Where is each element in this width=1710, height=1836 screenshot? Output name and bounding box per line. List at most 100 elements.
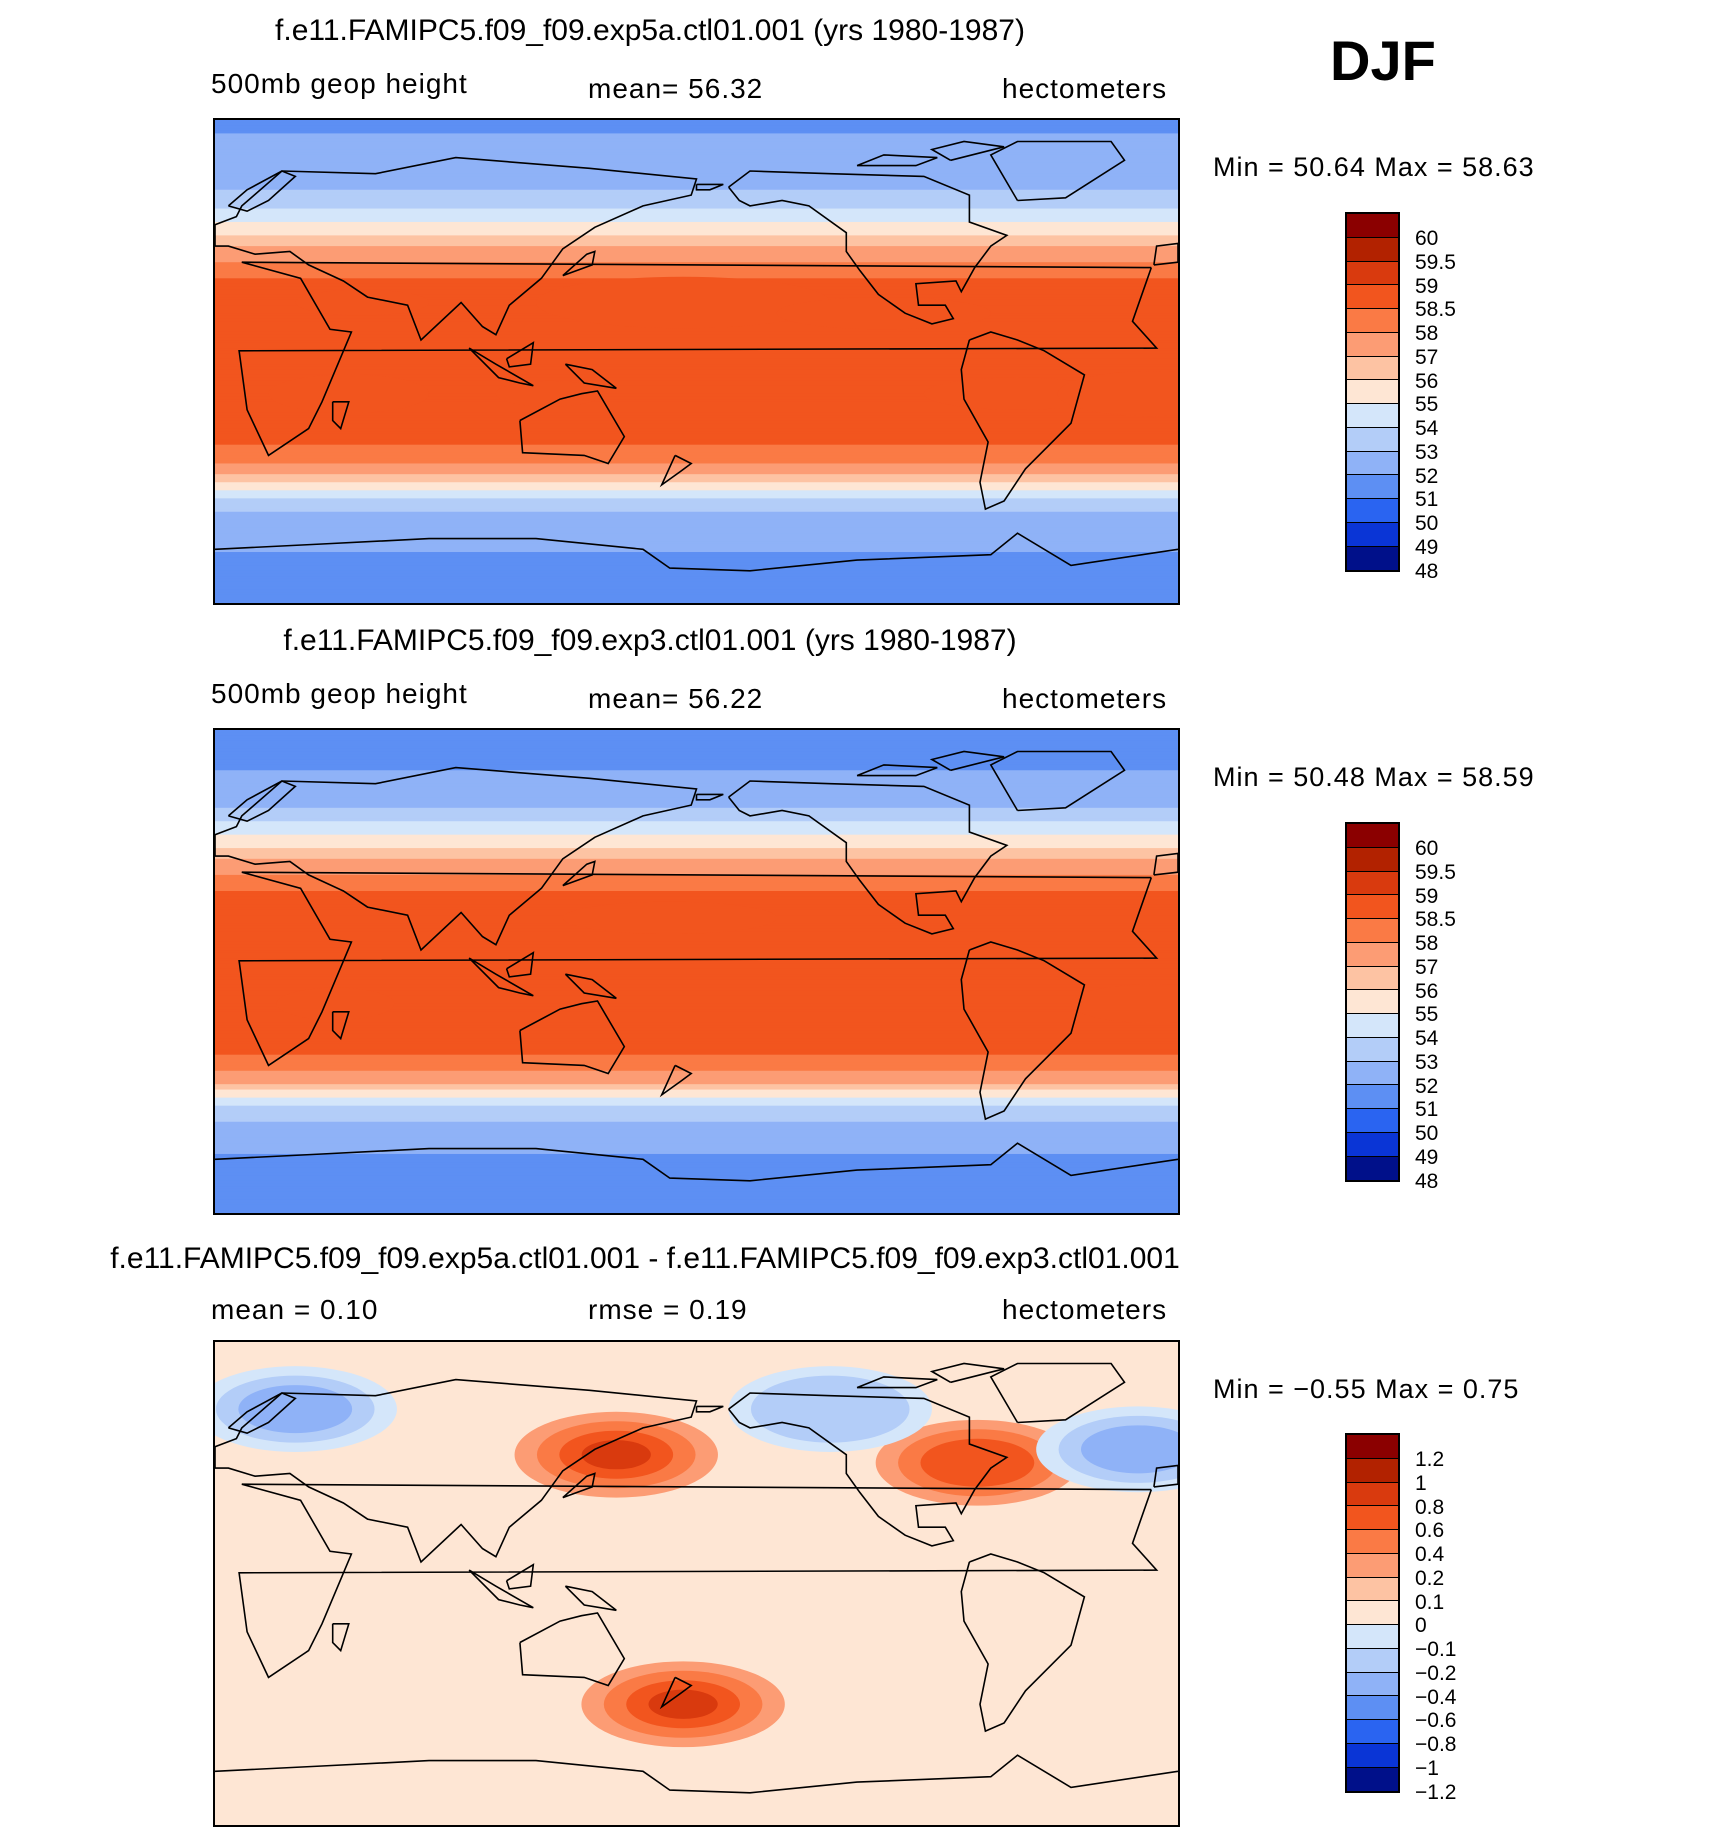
band-lat-63 xyxy=(215,802,1178,806)
band-lat-57 xyxy=(215,818,1178,822)
band-lat--64 xyxy=(215,533,1178,537)
coastline-4 xyxy=(227,780,297,823)
coastline-10 xyxy=(564,1585,617,1612)
band-lat-59 xyxy=(215,813,1178,817)
band-lat-53 xyxy=(215,829,1178,833)
colorbar-tick-label: 60 xyxy=(1415,227,1439,250)
band-lat-47 xyxy=(215,845,1178,849)
band-lat--44 xyxy=(215,1089,1178,1093)
band-lat-83 xyxy=(215,138,1178,143)
colorbar-swatch xyxy=(1347,285,1398,309)
coastline-group xyxy=(215,140,1178,572)
coastline-9 xyxy=(505,1563,535,1590)
band-lat--76 xyxy=(215,565,1178,569)
band-lat--69 xyxy=(215,546,1178,550)
band-lat-40 xyxy=(215,864,1178,868)
band-lat--39 xyxy=(215,1076,1178,1080)
band-lat--47 xyxy=(215,1097,1178,1101)
band-lat--44 xyxy=(215,479,1178,483)
band-lat--8 xyxy=(215,382,1178,387)
coastline-7 xyxy=(562,250,596,277)
band-lat-46 xyxy=(215,848,1178,852)
colorbar-tick-label: −0.8 xyxy=(1415,1733,1457,1756)
band-lat--88 xyxy=(215,597,1178,601)
band-lat-1 xyxy=(215,358,1178,363)
band-lat-29 xyxy=(215,893,1178,897)
coastline-0 xyxy=(238,871,1159,1067)
coastline-1 xyxy=(215,1378,698,1564)
coastline-9 xyxy=(505,341,535,368)
band-lat-1 xyxy=(215,968,1178,973)
band-lat--13 xyxy=(215,396,1178,400)
band-lat--52 xyxy=(215,1111,1178,1115)
colorbar-swatch xyxy=(1347,1458,1398,1483)
band-lat-67 xyxy=(215,791,1178,795)
band-lat--70 xyxy=(215,1159,1178,1163)
coastline-2 xyxy=(1153,1464,1178,1488)
coastline-14 xyxy=(856,154,938,167)
band-lat--66 xyxy=(215,1148,1178,1152)
anomaly-5-level-1 xyxy=(750,1375,910,1443)
coastline-12 xyxy=(727,170,1009,325)
coastline-0 xyxy=(238,261,1159,457)
panel3-map xyxy=(213,1340,1180,1827)
band-lat--86 xyxy=(215,1202,1178,1206)
band-lat-77 xyxy=(215,154,1178,159)
band-lat--10 xyxy=(215,998,1178,1002)
band-lat-60 xyxy=(215,200,1178,204)
high-centers xyxy=(276,901,1178,1024)
anomaly-centers xyxy=(215,1366,1178,1748)
coastline-16 xyxy=(960,331,1086,511)
band-lat--46 xyxy=(215,1094,1178,1099)
band-lat-76 xyxy=(215,157,1178,161)
band-lat-70 xyxy=(215,783,1178,787)
colorbar-tick-label: 58 xyxy=(1415,932,1439,955)
band-lat--63 xyxy=(215,1140,1178,1144)
band-lat--86 xyxy=(215,592,1178,596)
band-lat-56 xyxy=(215,211,1178,215)
band-lat--42 xyxy=(215,474,1178,478)
band-lat--33 xyxy=(215,450,1178,454)
band-lat--64 xyxy=(215,1143,1178,1147)
band-lat-6 xyxy=(215,955,1178,959)
colorbar-tick-label: 57 xyxy=(1415,345,1439,369)
band-lat-37 xyxy=(215,872,1178,876)
colorbar-swatch xyxy=(1347,824,1398,848)
colorbar-swatch xyxy=(1347,356,1398,381)
band-lat-45 xyxy=(215,850,1178,855)
colorbar-tick-label: 55 xyxy=(1415,393,1439,417)
band-lat--73 xyxy=(215,1167,1178,1171)
coastline-5 xyxy=(519,390,626,465)
band-lat-84 xyxy=(215,136,1178,140)
panel3-units-label: hectometers xyxy=(1002,1294,1168,1325)
band-lat-51 xyxy=(215,834,1178,838)
band-lat-42 xyxy=(215,858,1178,863)
colorbar-swatch xyxy=(1347,404,1398,428)
band-lat--42 xyxy=(215,1084,1178,1088)
colorbar-swatch xyxy=(1347,1435,1398,1459)
colorbar-tick-label: −1.2 xyxy=(1415,1780,1457,1804)
band-lat-58 xyxy=(215,815,1178,820)
colorbar-swatch xyxy=(1347,1696,1398,1720)
colorbar-swatch xyxy=(1347,1625,1398,1649)
panel2-map xyxy=(213,728,1180,1215)
band-lat-60 xyxy=(215,810,1178,814)
band-lat-36 xyxy=(215,874,1178,879)
band-lat-33 xyxy=(215,882,1178,887)
high-cell-1 xyxy=(776,297,991,330)
coastline-15 xyxy=(929,750,1005,772)
panel2-mean-label: mean= 56.22 xyxy=(588,683,764,714)
colorbar-swatch xyxy=(1347,546,1398,571)
band-lat--49 xyxy=(215,1102,1178,1107)
coastline-1 xyxy=(215,156,698,342)
coastline-7 xyxy=(562,1472,596,1499)
band-lat-44 xyxy=(215,853,1178,857)
band-lat-49 xyxy=(215,840,1178,844)
band-lat-41 xyxy=(215,861,1178,865)
colorbar-tick-label: 0.6 xyxy=(1415,1519,1445,1543)
colorbar-swatch xyxy=(1347,1577,1398,1602)
coastline-3 xyxy=(695,793,724,801)
band-lat-89 xyxy=(215,732,1178,736)
band-lat--43 xyxy=(215,1086,1178,1091)
colorbar-tick-label: 51 xyxy=(1415,1098,1439,1122)
